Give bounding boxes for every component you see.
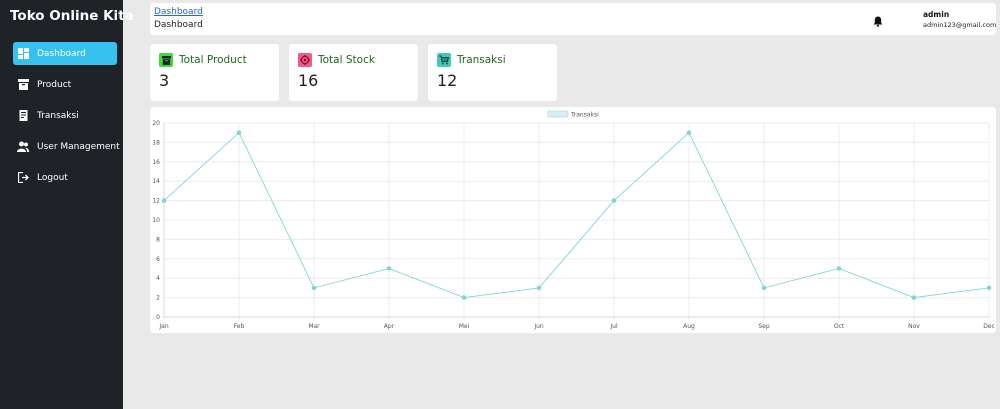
brand-title: Toko Online Kita: [10, 8, 134, 24]
sidebar-item-dashboard[interactable]: Dashboard: [13, 42, 117, 65]
transaksi-chart-card: 0 2 4 6 8 10 12 14 16 18 20 Jan Feb Mar Apr Mei Jun Jul Au…: [150, 107, 996, 333]
card-title: Transaksi: [457, 54, 506, 66]
stat-card-transaksi: Transaksi 12: [428, 44, 557, 101]
x-tick-label: Jul: [609, 323, 618, 330]
data-point: [461, 295, 467, 300]
sidebar-nav: Dashboard Product Transaksi User Managem…: [13, 42, 120, 197]
data-point: [386, 266, 392, 271]
y-tick-label: 14: [152, 178, 160, 185]
sidebar-item-label: Logout: [37, 172, 68, 183]
stock-icon: [298, 53, 312, 67]
y-tick-label: 8: [156, 236, 160, 243]
data-point: [911, 295, 917, 300]
transaksi-line-chart: 0 2 4 6 8 10 12 14 16 18 20 Jan Feb Mar Apr Mei Jun Jul Au…: [152, 110, 995, 330]
data-point: [236, 130, 242, 136]
y-tick-label: 18: [152, 139, 160, 146]
top-header: Dashboard Dashboard admin admin123@gmail…: [150, 3, 996, 35]
data-point: [761, 285, 767, 291]
x-tick-label: Mei: [459, 323, 470, 330]
sidebar-item-logout[interactable]: Logout: [13, 166, 117, 189]
users-icon: [17, 141, 29, 153]
series-line: [163, 131, 990, 299]
x-tick-label: Dec: [983, 323, 995, 330]
x-tick-label: Jan: [158, 323, 168, 330]
x-tick-label: Oct: [834, 323, 845, 330]
legend-label: Transaksi: [570, 112, 599, 119]
card-value: 16: [298, 71, 319, 90]
sidebar-item-label: Dashboard: [37, 48, 86, 59]
archive-icon: [17, 79, 29, 91]
sidebar-item-product[interactable]: Product: [13, 73, 117, 96]
x-tick-label: Sep: [758, 323, 770, 330]
data-point: [311, 285, 317, 291]
y-tick-label: 2: [156, 295, 160, 302]
receipt-icon: [17, 110, 29, 122]
card-value: 12: [437, 71, 458, 90]
x-tick-label: Nov: [908, 323, 920, 330]
x-tick-label: Aug: [683, 323, 695, 330]
sidebar-item-label: Transaksi: [37, 110, 79, 121]
data-point: [686, 130, 692, 136]
stat-card-total-stock: Total Stock 16: [289, 44, 418, 101]
sidebar-item-label: Product: [37, 79, 72, 90]
sidebar: Toko Online Kita Dashboard Product Trans…: [0, 0, 134, 409]
x-tick-label: Mar: [308, 323, 320, 330]
x-tick-label: Jun: [533, 323, 544, 330]
dashboard-icon: [17, 48, 29, 60]
y-tick-label: 20: [152, 120, 160, 127]
y-tick-label: 0: [156, 314, 160, 321]
breadcrumb-link[interactable]: Dashboard: [154, 7, 203, 17]
cart-icon: [437, 53, 451, 67]
user-name[interactable]: admin: [923, 10, 950, 19]
logout-icon: [17, 172, 29, 184]
data-point: [611, 198, 617, 203]
bell-icon[interactable]: [873, 12, 883, 27]
data-point: [986, 285, 992, 291]
data-point: [836, 266, 842, 271]
sidebar-item-transaksi[interactable]: Transaksi: [13, 104, 117, 127]
user-email: admin123@gmail.com: [923, 21, 997, 29]
y-tick-label: 12: [152, 198, 160, 205]
data-point: [536, 285, 542, 291]
card-title: Total Stock: [318, 54, 375, 66]
card-title: Total Product: [179, 54, 247, 66]
page-title: Dashboard: [154, 20, 203, 30]
sidebar-item-label: User Management: [37, 141, 120, 152]
stat-card-total-product: Total Product 3: [150, 44, 279, 101]
data-point: [161, 198, 167, 203]
box-icon: [159, 53, 173, 67]
y-tick-label: 10: [152, 217, 160, 224]
y-tick-label: 4: [156, 275, 160, 282]
x-tick-label: Feb: [234, 323, 245, 330]
y-tick-label: 6: [156, 256, 160, 263]
x-tick-label: Apr: [384, 323, 395, 330]
sidebar-item-user-management[interactable]: User Management: [13, 135, 120, 158]
y-tick-label: 16: [152, 159, 160, 166]
card-value: 3: [159, 71, 170, 90]
legend-swatch: [547, 110, 569, 118]
